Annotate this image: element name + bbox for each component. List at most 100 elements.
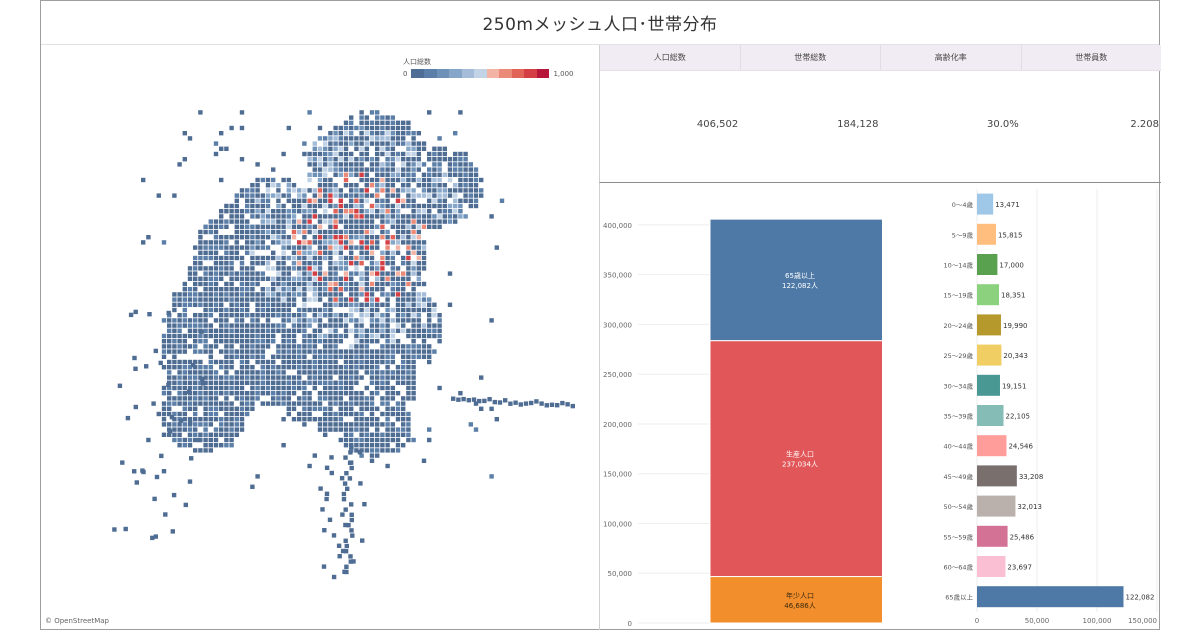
mesh-cell[interactable] bbox=[411, 391, 416, 396]
mesh-cell[interactable] bbox=[286, 328, 291, 333]
mesh-cell[interactable] bbox=[239, 344, 245, 349]
mesh-cell[interactable] bbox=[406, 172, 411, 177]
mesh-cell[interactable] bbox=[333, 417, 338, 422]
mesh-cell[interactable] bbox=[458, 391, 463, 396]
mesh-cell[interactable] bbox=[421, 458, 427, 463]
mesh-cell[interactable] bbox=[255, 235, 260, 240]
mesh-cell[interactable] bbox=[364, 131, 369, 136]
mesh-cell[interactable] bbox=[432, 162, 437, 167]
mesh-cell[interactable] bbox=[281, 375, 286, 380]
mesh-cell[interactable] bbox=[276, 209, 281, 214]
mesh-cell[interactable] bbox=[390, 151, 395, 157]
mesh-cell[interactable] bbox=[307, 250, 312, 255]
mesh-cell[interactable] bbox=[411, 370, 416, 375]
mesh-cell[interactable] bbox=[333, 141, 338, 146]
mesh-cell[interactable] bbox=[395, 406, 401, 411]
mesh-cell[interactable] bbox=[291, 385, 297, 391]
mesh-cell[interactable] bbox=[213, 151, 219, 157]
mesh-cell[interactable] bbox=[219, 422, 224, 427]
mesh-cell[interactable] bbox=[182, 443, 187, 448]
mesh-cell[interactable] bbox=[359, 177, 364, 183]
mesh-cell[interactable] bbox=[395, 313, 401, 318]
mesh-cell[interactable] bbox=[421, 250, 427, 255]
mesh-cell[interactable] bbox=[401, 198, 406, 203]
mesh-cell[interactable] bbox=[354, 344, 359, 349]
mesh-cell[interactable] bbox=[234, 339, 239, 344]
mesh-cell[interactable] bbox=[213, 287, 219, 292]
mesh-cell[interactable] bbox=[338, 349, 343, 354]
mesh-cell[interactable] bbox=[224, 359, 229, 365]
mesh-cell[interactable] bbox=[224, 354, 229, 359]
mesh-cell[interactable] bbox=[364, 448, 369, 453]
mesh-cell[interactable] bbox=[297, 219, 302, 224]
mesh-cell[interactable] bbox=[172, 422, 177, 427]
mesh-cell[interactable] bbox=[349, 401, 354, 406]
mesh-cell[interactable] bbox=[364, 224, 369, 229]
mesh-cell[interactable] bbox=[489, 318, 494, 323]
mesh-cell[interactable] bbox=[390, 318, 395, 323]
mesh-cell[interactable] bbox=[307, 162, 312, 167]
mesh-cell[interactable] bbox=[333, 209, 338, 214]
mesh-cell[interactable] bbox=[317, 292, 323, 297]
mesh-cell[interactable] bbox=[338, 235, 343, 240]
mesh-cell[interactable] bbox=[328, 333, 333, 339]
mesh-cell[interactable] bbox=[338, 401, 343, 406]
mesh-cell[interactable] bbox=[380, 198, 385, 203]
mesh-cell[interactable] bbox=[234, 297, 239, 302]
mesh-cell[interactable] bbox=[453, 209, 458, 214]
mesh-cell[interactable] bbox=[203, 276, 208, 281]
mesh-cell[interactable] bbox=[432, 157, 437, 162]
mesh-cell[interactable] bbox=[458, 167, 463, 172]
mesh-cell[interactable] bbox=[349, 432, 354, 437]
mesh-cell[interactable] bbox=[447, 302, 453, 307]
mesh-cell[interactable] bbox=[219, 385, 224, 391]
mesh-cell[interactable] bbox=[401, 120, 406, 125]
mesh-cell[interactable] bbox=[333, 302, 338, 307]
mesh-cell[interactable] bbox=[260, 339, 265, 344]
mesh-cell[interactable] bbox=[375, 235, 380, 240]
mesh-cell[interactable] bbox=[468, 183, 473, 188]
mesh-cell[interactable] bbox=[349, 427, 354, 432]
mesh-cell[interactable] bbox=[395, 245, 401, 250]
mesh-cell[interactable] bbox=[250, 287, 255, 292]
mesh-cell[interactable] bbox=[229, 432, 234, 437]
mesh-cell[interactable] bbox=[385, 183, 390, 188]
mesh-cell[interactable] bbox=[302, 255, 307, 261]
mesh-cell[interactable] bbox=[328, 287, 333, 292]
mesh-cell[interactable] bbox=[359, 131, 364, 136]
mesh-cell[interactable] bbox=[349, 229, 354, 235]
mesh-cell[interactable] bbox=[250, 255, 255, 261]
mesh-cell[interactable] bbox=[177, 411, 182, 417]
mesh-cell[interactable] bbox=[291, 365, 297, 370]
mesh-cell[interactable] bbox=[281, 245, 286, 250]
mesh-cell[interactable] bbox=[307, 323, 312, 328]
mesh-cell[interactable] bbox=[354, 339, 359, 344]
mesh-cell[interactable] bbox=[406, 183, 411, 188]
mesh-cell[interactable] bbox=[349, 141, 354, 146]
mesh-cell[interactable] bbox=[354, 255, 359, 261]
mesh-cell[interactable] bbox=[406, 385, 411, 391]
mesh-cell[interactable] bbox=[328, 411, 333, 417]
mesh-cell[interactable] bbox=[317, 172, 323, 177]
mesh-cell[interactable] bbox=[187, 328, 193, 333]
mesh-cell[interactable] bbox=[338, 422, 343, 427]
mesh-cell[interactable] bbox=[245, 323, 250, 328]
mesh-cell[interactable] bbox=[406, 224, 411, 229]
mesh-cell[interactable] bbox=[406, 240, 411, 245]
mesh-cell[interactable] bbox=[380, 162, 385, 167]
mesh-cell[interactable] bbox=[312, 406, 317, 411]
mesh-cell[interactable] bbox=[187, 333, 193, 339]
mesh-cell[interactable] bbox=[411, 162, 416, 167]
mesh-cell[interactable] bbox=[302, 307, 307, 313]
mesh-cell[interactable] bbox=[359, 214, 364, 219]
mesh-cell[interactable] bbox=[406, 266, 411, 271]
mesh-cell[interactable] bbox=[333, 349, 338, 354]
mesh-cell[interactable] bbox=[286, 391, 291, 396]
mesh-cell[interactable] bbox=[172, 417, 177, 422]
mesh-cell[interactable] bbox=[239, 219, 245, 224]
mesh-cell[interactable] bbox=[380, 313, 385, 318]
mesh-cell[interactable] bbox=[350, 533, 355, 538]
mesh-cell[interactable] bbox=[203, 349, 208, 354]
mesh-cell[interactable] bbox=[281, 287, 286, 292]
mesh-cell[interactable] bbox=[401, 203, 406, 209]
